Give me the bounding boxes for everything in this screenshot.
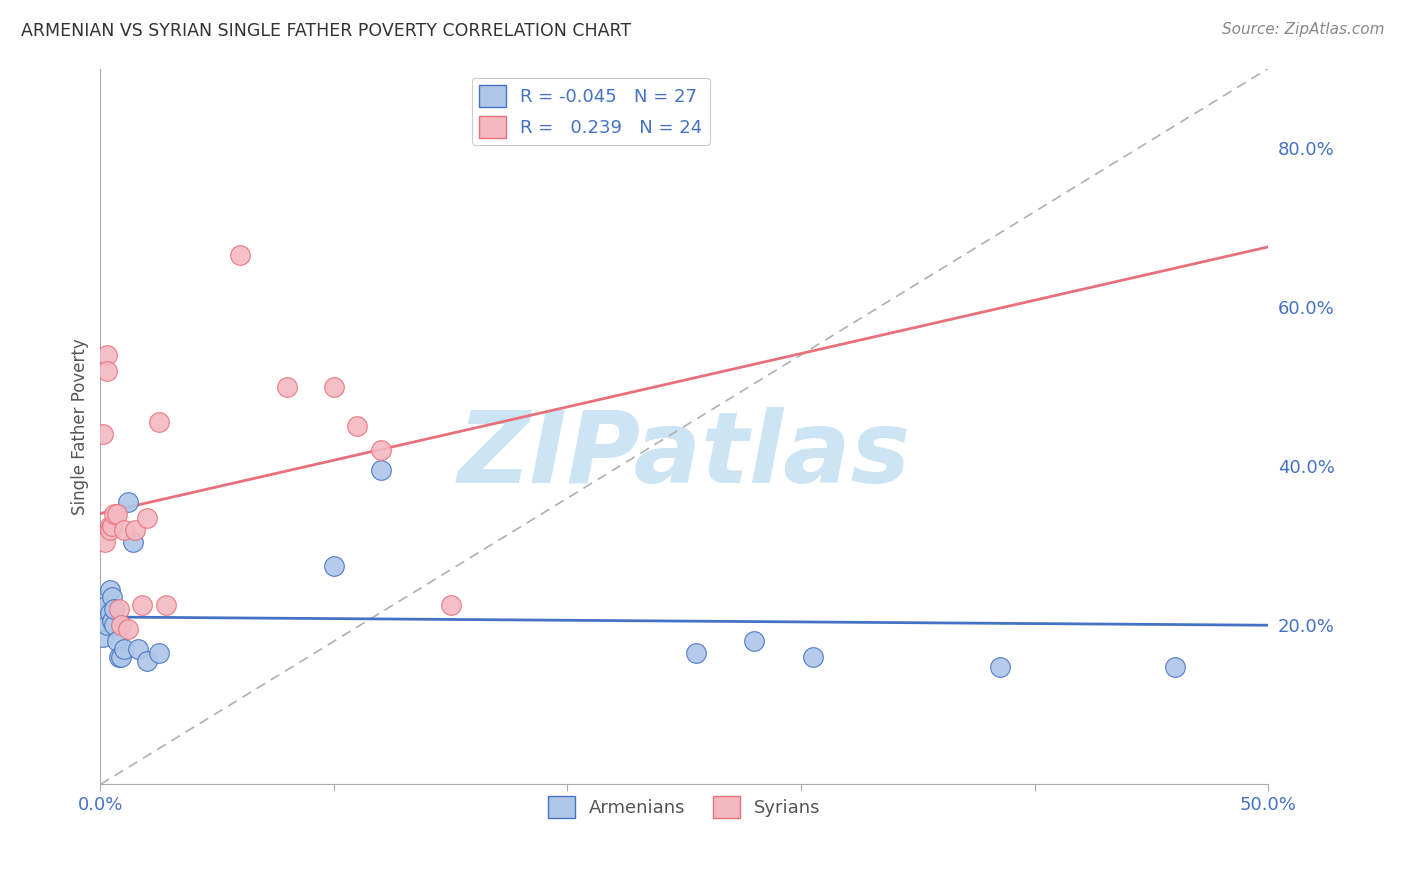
Point [322,380,344,394]
Point [110,618,132,632]
Text: ARMENIAN VS SYRIAN SINGLE FATHER POVERTY CORRELATION CHART: ARMENIAN VS SYRIAN SINGLE FATHER POVERTY… [21,22,631,40]
Point [110,650,132,665]
Point [101,519,124,533]
Point [370,463,392,477]
Point [276,380,298,394]
Point [96,348,118,362]
Point [103,507,125,521]
Point [103,602,125,616]
Point [370,443,392,458]
Point [108,602,131,616]
Legend: Armenians, Syrians: Armenians, Syrians [540,789,828,825]
Point [136,654,159,668]
Point [96,618,118,632]
Point [155,599,177,613]
Point [91,630,114,644]
Point [94,534,117,549]
Point [98,519,121,533]
Point [108,650,131,665]
Y-axis label: Single Father Poverty: Single Father Poverty [72,338,89,515]
Point [124,523,146,537]
Point [117,623,139,637]
Point [1164,659,1187,673]
Point [96,364,118,378]
Text: Source: ZipAtlas.com: Source: ZipAtlas.com [1222,22,1385,37]
Point [988,659,1011,673]
Point [744,634,766,648]
Point [101,591,124,605]
Point [801,650,824,665]
Point [122,534,145,549]
Point [117,495,139,509]
Point [98,607,121,621]
Point [101,615,124,629]
Point [346,419,368,434]
Point [98,582,121,597]
Point [91,427,114,442]
Point [148,646,170,660]
Point [136,511,159,525]
Point [105,507,128,521]
Point [94,615,117,629]
Point [127,642,149,657]
Point [685,646,707,660]
Point [148,416,170,430]
Point [98,523,121,537]
Point [112,642,135,657]
Point [322,558,344,573]
Point [131,599,153,613]
Point [105,634,128,648]
Text: ZIPatlas: ZIPatlas [458,407,911,504]
Point [440,599,463,613]
Point [94,607,117,621]
Point [112,523,135,537]
Point [103,618,125,632]
Point [229,248,252,262]
Point [96,599,118,613]
